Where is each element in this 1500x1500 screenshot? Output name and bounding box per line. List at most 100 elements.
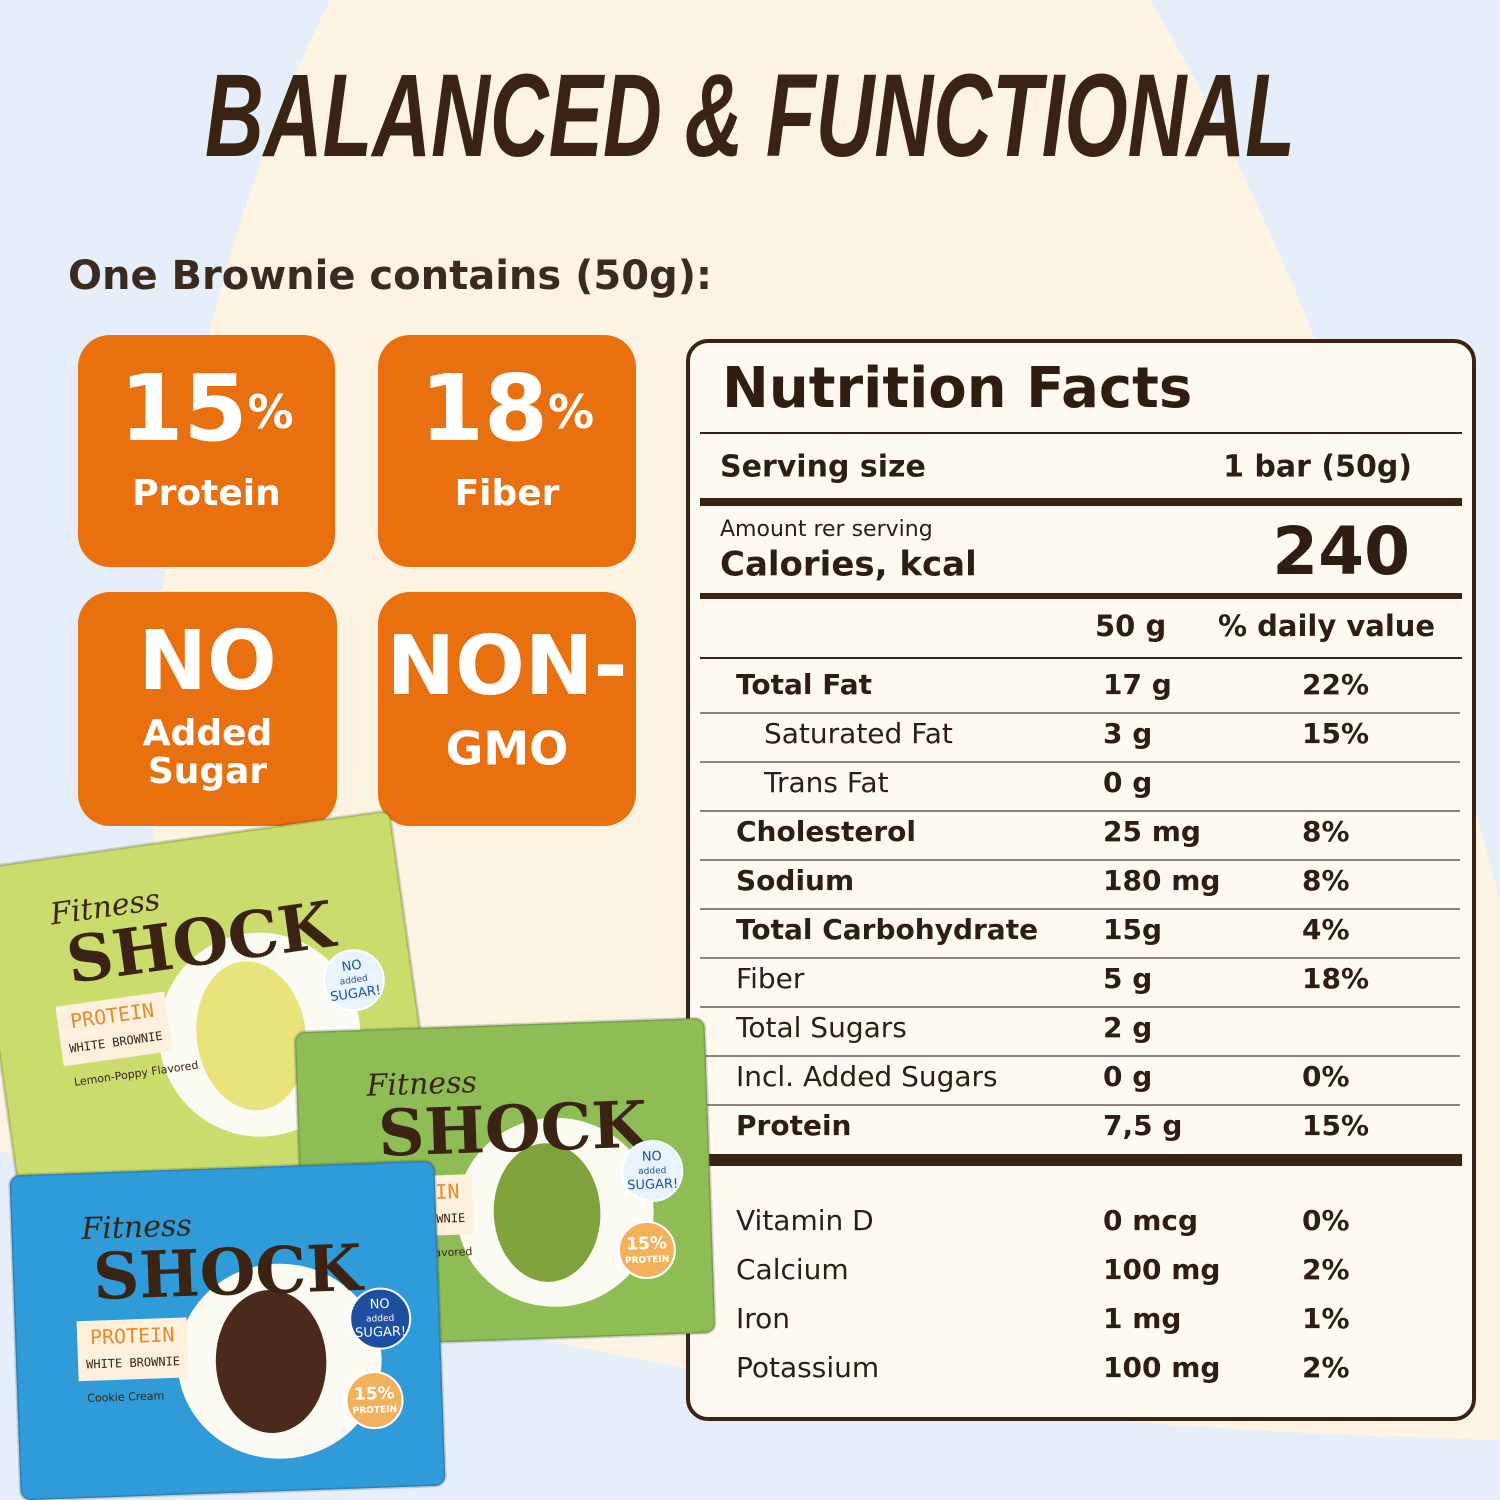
nutrition-text: 22% (1302, 668, 1369, 701)
nutrition-text: 0 g (1103, 766, 1152, 799)
no-sugar-badge (621, 1140, 684, 1203)
nutrition-text: 2 g (1103, 1011, 1152, 1044)
protein-badge (617, 1221, 676, 1280)
badge-number: 15 (119, 355, 247, 462)
no-sugar-badge (349, 1287, 412, 1350)
nutrition-text: 15% (1302, 717, 1369, 750)
nutrition-text: 7,5 g (1103, 1109, 1182, 1142)
title: BALANCED & FUNCTIONAL (205, 50, 1295, 182)
brownie-cut (196, 961, 307, 1111)
nutrition-text: 1 mg (1103, 1302, 1181, 1335)
package-brand: Fitness (365, 1065, 477, 1104)
nutrition-text: Nutrition Facts (722, 356, 1192, 421)
protein-text: PROTEIN (625, 1255, 670, 1267)
package-brand: Fitness (80, 1208, 192, 1247)
package-name: SHOCK (377, 1087, 651, 1171)
nutrition-text: 15% (1302, 1109, 1369, 1142)
nutrition-text: 0 mcg (1103, 1204, 1198, 1237)
nutrition-text: 5 g (1103, 962, 1152, 995)
nutrition-text: 1% (1302, 1302, 1350, 1335)
nutrition-text: 8% (1302, 864, 1350, 897)
no-sugar-text: NO (341, 958, 363, 976)
nutrition-text: 50 g (1095, 609, 1166, 643)
no-sugar-badge (322, 949, 385, 1012)
nutrition-text: Iron (736, 1302, 790, 1335)
no-sugar-text: NO (642, 1149, 662, 1165)
package-flavor: Cookie Cream (87, 1389, 164, 1405)
protein-text: 15% (354, 1383, 395, 1404)
nutrition-text: % daily value (1218, 609, 1435, 643)
badge-label: Added (143, 713, 273, 754)
no-sugar-text: added (366, 1314, 395, 1325)
badge-number: NON- (387, 619, 628, 714)
nutrition-text: Amount rer serving (720, 517, 933, 542)
nutrition-text: Incl. Added Sugars (736, 1060, 998, 1093)
nutrition-text: Total Fat (736, 668, 872, 701)
nutrition-text: 240 (1272, 513, 1410, 590)
nutrition-text: Fiber (736, 962, 805, 995)
intro: One Brownie contains (50g): (68, 253, 712, 299)
nutrition-text: Potassium (736, 1351, 879, 1384)
nutrition-text: 0% (1302, 1204, 1350, 1237)
badge-label: Protein (132, 473, 280, 514)
badge (78, 592, 337, 826)
badge-value: NO (138, 614, 276, 709)
package-label (76, 1317, 189, 1382)
brownie-cut (215, 1290, 327, 1433)
nutrition-text: 100 mg (1103, 1351, 1220, 1384)
badge (78, 335, 335, 567)
nutrition-text: Protein (736, 1109, 851, 1142)
no-sugar-text: SUGAR! (329, 983, 382, 1005)
nutrition-text: 2% (1302, 1351, 1350, 1384)
nutrition-text: 3 g (1103, 717, 1152, 750)
brownie-cut (493, 1143, 601, 1282)
protein-text: PROTEIN (353, 1405, 398, 1417)
bg-curve (1150, 0, 1500, 900)
badge-label: GMO (446, 722, 569, 776)
nutrition-text: Calories, kcal (720, 545, 977, 585)
badge-value: 15% (119, 355, 293, 462)
no-sugar-text: SUGAR! (627, 1177, 678, 1194)
badge-number: NO (138, 614, 276, 709)
badge (378, 592, 636, 826)
nutrition-text: Total Carbohydrate (736, 913, 1038, 946)
no-sugar-text: SUGAR! (355, 1324, 406, 1341)
badge-label: Sugar (148, 751, 268, 792)
package-line1: PROTEIN (90, 1322, 175, 1349)
no-sugar-text: NO (369, 1297, 389, 1313)
nutrition-text: Saturated Fat (764, 717, 953, 750)
no-sugar-text: added (339, 974, 368, 988)
badge-value: NON- (387, 619, 628, 714)
nutrition-text: 25 mg (1103, 815, 1201, 848)
nutrition-text: 1 bar (50g) (1223, 450, 1412, 485)
protein-badge (345, 1371, 404, 1430)
nutrition-text: 4% (1302, 913, 1350, 946)
nutrition-text: Trans Fat (763, 766, 889, 799)
package-name: SHOCK (92, 1231, 366, 1315)
badge-number: 18 (420, 355, 548, 462)
nutrition-text: Serving size (720, 450, 926, 485)
nutrition-text: 17 g (1103, 668, 1172, 701)
no-sugar-text: added (638, 1166, 667, 1177)
badge-value: 18% (420, 355, 594, 462)
nutrition-text: 100 mg (1103, 1253, 1220, 1286)
nutrition-text: 180 mg (1103, 864, 1220, 897)
protein-text: 15% (626, 1233, 667, 1254)
nutrition-text: 8% (1302, 815, 1350, 848)
nutrition-text: 0 g (1103, 1060, 1152, 1093)
package-label (55, 991, 173, 1067)
badge-unit: % (548, 385, 594, 439)
nutrition-text: Vitamin D (736, 1204, 874, 1237)
badge-label: Fiber (455, 473, 560, 514)
nutrition-text: Sodium (736, 864, 854, 897)
nutrition-text: 18% (1302, 962, 1369, 995)
package-line2: WHITE BROWNIE (86, 1354, 180, 1371)
badge-unit: % (247, 385, 293, 439)
nutrition-text: Calcium (736, 1253, 849, 1286)
nutrition-text: 0% (1302, 1060, 1350, 1093)
badge (378, 335, 636, 567)
nutrition-text: 15g (1103, 913, 1162, 946)
